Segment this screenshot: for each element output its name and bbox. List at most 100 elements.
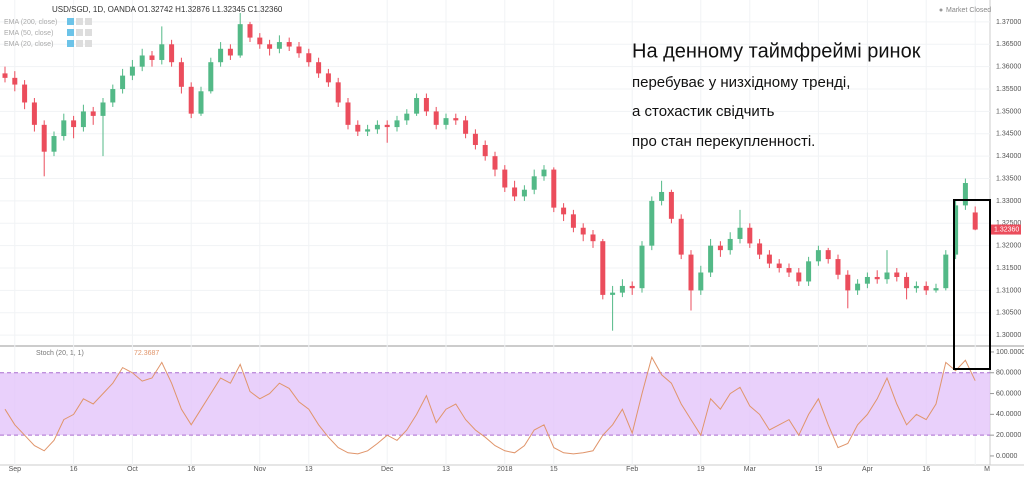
candle-body [600, 241, 606, 295]
candle-body [825, 250, 831, 260]
candle-body [717, 245, 723, 251]
candle-body [737, 227, 743, 239]
indicator-button[interactable] [85, 40, 92, 47]
candle-body [12, 77, 18, 85]
candle-body [247, 24, 253, 38]
x-tick-label: Apr [862, 466, 874, 473]
candle-body [482, 144, 488, 157]
annotation: а стохастик свідчить [632, 103, 775, 120]
indicator-button[interactable] [67, 29, 74, 36]
candle-body [757, 243, 763, 255]
candle-body [815, 250, 821, 262]
candle-body [237, 24, 243, 56]
stoch-band [0, 372, 990, 436]
indicator-label: EMA (50, close) [4, 30, 53, 37]
indicator-button[interactable] [76, 18, 83, 25]
y-tick-label: 1.34000 [996, 153, 1021, 160]
candle-body [708, 245, 714, 273]
indicator-button[interactable] [67, 18, 74, 25]
y-tick-label: 1.32500 [996, 220, 1021, 227]
candle-body [345, 102, 351, 125]
price-tag [991, 224, 1021, 235]
candle-body [864, 276, 870, 284]
candle-body [678, 218, 684, 255]
y-tick-label: 100.0000 [996, 349, 1024, 356]
candle-body [149, 55, 155, 60]
candle-body [208, 62, 214, 92]
candle-body [472, 133, 478, 145]
candle-body [423, 97, 429, 112]
indicator-label: EMA (200, close) [4, 19, 57, 26]
candle-body [384, 124, 390, 128]
candle-body [894, 272, 900, 277]
indicator-button[interactable] [85, 18, 92, 25]
indicator-button[interactable] [76, 29, 83, 36]
candle-body [668, 191, 674, 219]
candle-body [766, 254, 772, 264]
y-tick-label: 1.35500 [996, 86, 1021, 93]
candle-body [629, 285, 635, 289]
candle-body [806, 261, 812, 282]
candle-body [463, 120, 469, 134]
candle-body [541, 169, 547, 177]
candle-body [433, 111, 439, 125]
candle-body [561, 207, 567, 215]
candle-body [296, 46, 302, 54]
candle-body [953, 205, 959, 255]
x-tick-label: 16 [70, 466, 78, 473]
candle-body [521, 189, 527, 197]
candle-body [80, 111, 86, 128]
indicator-button[interactable] [76, 40, 83, 47]
y-tick-label: 1.31500 [996, 265, 1021, 272]
candle-body [698, 272, 704, 291]
candle-body [218, 48, 224, 63]
candle-body [41, 124, 47, 152]
y-tick-label: 0.0000 [996, 453, 1018, 460]
y-tick-label: 80.0000 [996, 370, 1021, 377]
candle-body [933, 288, 939, 291]
candle-body [570, 214, 576, 228]
candle-body [100, 102, 106, 116]
y-tick-label: 1.30000 [996, 332, 1021, 339]
x-tick-label: Mar [744, 466, 757, 473]
candle-body [198, 91, 204, 114]
candle-body [71, 120, 77, 128]
candle-body [551, 169, 557, 208]
y-tick-label: 1.36000 [996, 64, 1021, 71]
y-tick-label: 1.30500 [996, 310, 1021, 317]
candle-body [502, 169, 508, 188]
candle-body [512, 187, 518, 197]
candle-body [188, 86, 194, 114]
candle-body [404, 113, 410, 121]
candle-body [394, 120, 400, 128]
candle-body [139, 55, 145, 67]
candle-body [257, 37, 263, 45]
candle-body [267, 44, 273, 49]
candle-body [22, 84, 28, 103]
x-tick-label: Sep [9, 466, 22, 473]
candle-body [904, 276, 910, 289]
indicator-label: EMA (20, close) [4, 41, 53, 48]
y-tick-label: 20.0000 [996, 432, 1021, 439]
candle-body [727, 238, 733, 251]
candle-body [913, 285, 919, 289]
x-tick-label: 2018 [497, 466, 513, 473]
x-tick-label: 19 [815, 466, 823, 473]
candle-body [619, 285, 625, 293]
y-tick-label: 1.36500 [996, 41, 1021, 48]
x-tick-label: Oct [127, 466, 138, 473]
candle-body [610, 292, 616, 295]
indicator-button[interactable] [67, 40, 74, 47]
status-dot [939, 8, 943, 12]
candle-body [443, 118, 449, 125]
candle-body [835, 259, 841, 275]
candle-body [923, 285, 929, 291]
indicator-button[interactable] [85, 29, 92, 36]
annotation: На денному таймфреймі ринок [632, 40, 921, 62]
candle-body [286, 42, 292, 47]
y-tick-label: 1.32000 [996, 243, 1021, 250]
stoch-value: 72.3687 [134, 350, 159, 357]
candle-body [306, 53, 312, 63]
